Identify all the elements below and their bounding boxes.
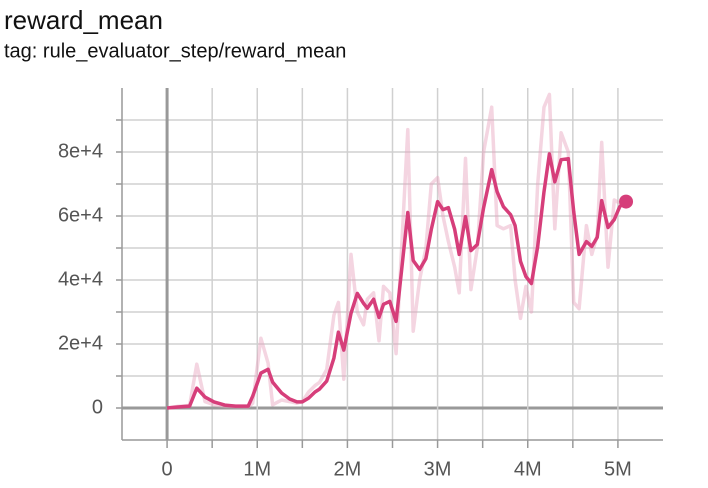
line-series bbox=[166, 92, 627, 410]
x-tick-label: 1M bbox=[243, 458, 271, 480]
x-tick-label: 0 bbox=[162, 458, 173, 480]
x-tick-label: 2M bbox=[334, 458, 362, 480]
y-tick-label: 8e+4 bbox=[58, 140, 103, 162]
y-tick-label: 2e+4 bbox=[58, 332, 103, 354]
chart-title: reward_mean bbox=[4, 5, 163, 35]
end-marker bbox=[619, 194, 634, 209]
y-tick-label: 4e+4 bbox=[58, 268, 103, 290]
y-tick-label: 0 bbox=[92, 396, 103, 418]
line-series bbox=[166, 152, 628, 410]
x-tick-label: 4M bbox=[514, 458, 542, 480]
x-tick-label: 5M bbox=[604, 458, 632, 480]
x-tick-label: 3M bbox=[424, 458, 452, 480]
y-tick-label: 6e+4 bbox=[58, 204, 103, 226]
chart-subtitle: tag: rule_evaluator_step/reward_mean bbox=[4, 40, 346, 62]
